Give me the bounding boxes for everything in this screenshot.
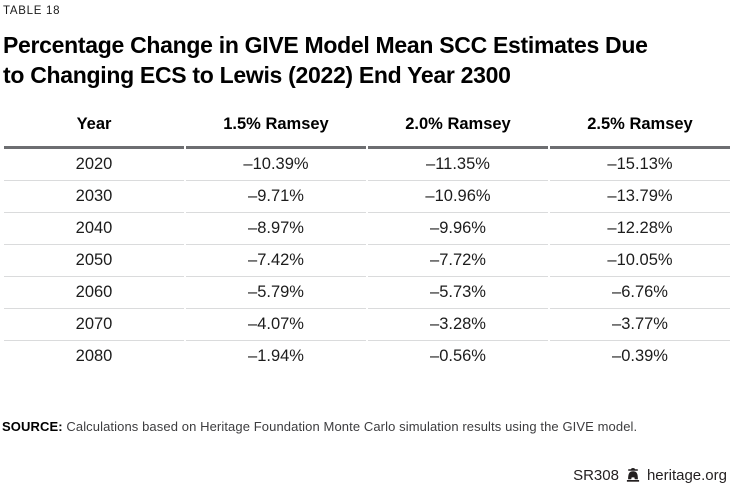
value-cell: –0.56%: [430, 347, 486, 365]
site-link[interactable]: heritage.org: [646, 467, 727, 484]
source-text: Calculations based on Heritage Foundatio…: [66, 419, 638, 434]
value-cell: –9.71%: [186, 181, 366, 213]
column-header-year: Year: [4, 106, 184, 149]
column-header-ramsey: 1.5% Ramsey: [186, 106, 366, 149]
year-cell: 2060: [4, 277, 184, 309]
value-cell: –10.05%: [550, 245, 730, 277]
column-header-ramsey: 2.0% Ramsey: [368, 106, 548, 149]
scc-estimates-table: Year 1.5% Ramsey 2.0% Ramsey 2.5% Ramsey 20…: [2, 106, 732, 372]
value-cell: –0.39%: [612, 347, 668, 365]
value-cell: –8.97%: [186, 213, 366, 245]
value-cell: –7.42%: [186, 245, 366, 277]
value-cell: –11.35%: [368, 149, 548, 181]
year-cell: 2030: [4, 181, 184, 213]
value-cell: –10.96%: [368, 181, 548, 213]
value-cell: –6.76%: [550, 277, 730, 309]
table-row: 2060 –5.79% –5.73% –6.76%: [4, 277, 730, 309]
value-cell: –4.07%: [186, 309, 366, 341]
table-row: 2080 –1.94% –0.56% –0.39%: [4, 341, 730, 372]
page-footer: SR308 heritage.org: [573, 467, 727, 484]
table-header: Year 1.5% Ramsey 2.0% Ramsey 2.5% Ramsey: [4, 106, 730, 149]
year-cell: 2070: [4, 309, 184, 341]
value-cell: –7.72%: [368, 245, 548, 277]
report-id: SR308: [573, 467, 619, 484]
value-cell: –3.28%: [368, 309, 548, 341]
table-row: 2040 –8.97% –9.96% –12.28%: [4, 213, 730, 245]
value-cell: –12.28%: [550, 213, 730, 245]
year-cell: 2040: [4, 213, 184, 245]
year-cell: 2080: [75, 347, 113, 365]
table-number-label: TABLE 18: [3, 5, 61, 17]
source-label: SOURCE:: [2, 419, 63, 434]
column-header-ramsey: 2.5% Ramsey: [550, 106, 730, 149]
figure-title-line1: Percentage Change in GIVE Model Mean SCC…: [3, 32, 648, 58]
value-cell: –1.94%: [248, 347, 304, 365]
figure-title: Percentage Change in GIVE Model Mean SCC…: [3, 30, 732, 90]
table-row: 2050 –7.42% –7.72% –10.05%: [4, 245, 730, 277]
value-cell: –15.13%: [550, 149, 730, 181]
source-note: SOURCE: Calculations based on Heritage F…: [2, 419, 637, 434]
figure-title-line2: to Changing ECS to Lewis (2022) End Year…: [3, 62, 511, 88]
value-cell: –13.79%: [550, 181, 730, 213]
year-cell: 2050: [4, 245, 184, 277]
value-cell: –5.79%: [186, 277, 366, 309]
table-row: 2070 –4.07% –3.28% –3.77%: [4, 309, 730, 341]
table-row: 2020 –10.39% –11.35% –15.13%: [4, 149, 730, 181]
value-cell: –5.73%: [368, 277, 548, 309]
value-cell: –9.96%: [368, 213, 548, 245]
value-cell: –10.39%: [186, 149, 366, 181]
table-header-row: Year 1.5% Ramsey 2.0% Ramsey 2.5% Ramsey: [4, 106, 730, 149]
heritage-bell-icon: [625, 468, 641, 483]
value-cell: –3.77%: [550, 309, 730, 341]
data-table-body: 2020 –10.39% –11.35% –15.13% 2030 –9.71% –10.9…: [4, 149, 730, 372]
table-row: 2030 –9.71% –10.96% –13.79%: [4, 181, 730, 213]
year-cell: 2020: [4, 149, 184, 181]
